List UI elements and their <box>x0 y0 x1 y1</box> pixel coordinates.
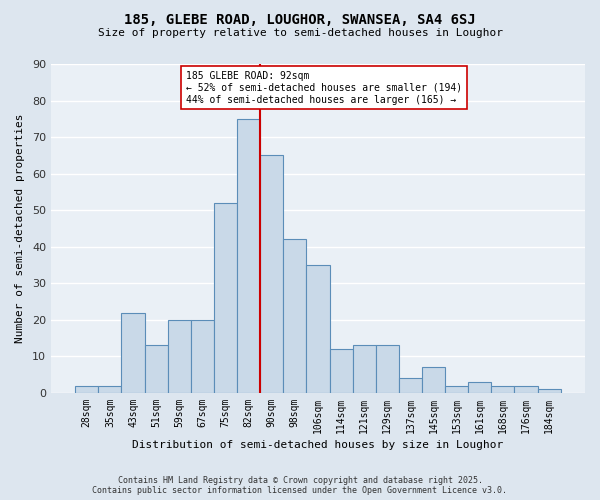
Bar <box>468 382 491 393</box>
Bar <box>214 203 237 393</box>
Bar <box>191 320 214 393</box>
Bar <box>399 378 422 393</box>
Bar <box>307 265 329 393</box>
Bar <box>237 119 260 393</box>
Bar <box>145 346 167 393</box>
Bar <box>329 349 353 393</box>
Bar <box>538 390 561 393</box>
Bar <box>491 386 514 393</box>
Bar <box>514 386 538 393</box>
Bar <box>283 240 307 393</box>
Text: 185 GLEBE ROAD: 92sqm
← 52% of semi-detached houses are smaller (194)
44% of sem: 185 GLEBE ROAD: 92sqm ← 52% of semi-deta… <box>186 72 463 104</box>
Bar <box>353 346 376 393</box>
X-axis label: Distribution of semi-detached houses by size in Loughor: Distribution of semi-detached houses by … <box>133 440 503 450</box>
Bar <box>98 386 121 393</box>
Bar <box>75 386 98 393</box>
Bar <box>167 320 191 393</box>
Text: Size of property relative to semi-detached houses in Loughor: Size of property relative to semi-detach… <box>97 28 503 38</box>
Bar <box>422 368 445 393</box>
Bar <box>260 156 283 393</box>
Bar <box>445 386 468 393</box>
Bar <box>376 346 399 393</box>
Y-axis label: Number of semi-detached properties: Number of semi-detached properties <box>15 114 25 343</box>
Text: 185, GLEBE ROAD, LOUGHOR, SWANSEA, SA4 6SJ: 185, GLEBE ROAD, LOUGHOR, SWANSEA, SA4 6… <box>124 12 476 26</box>
Bar <box>121 312 145 393</box>
Text: Contains HM Land Registry data © Crown copyright and database right 2025.
Contai: Contains HM Land Registry data © Crown c… <box>92 476 508 495</box>
